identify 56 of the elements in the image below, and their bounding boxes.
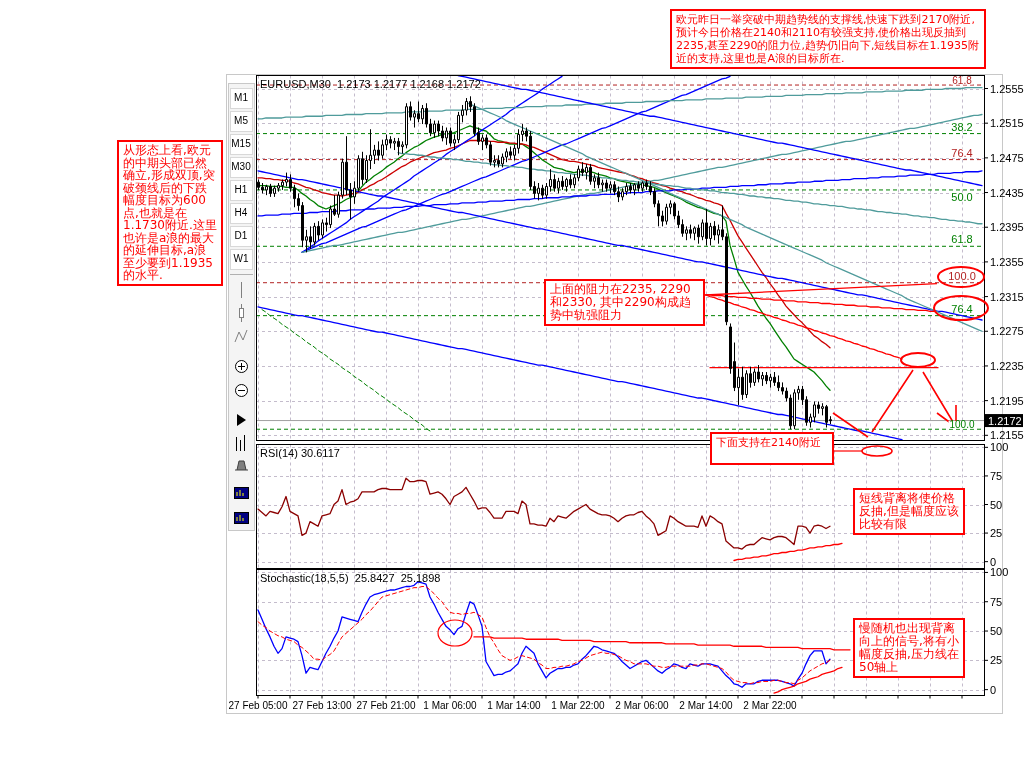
y-tick-label: 1.2515 — [990, 117, 1024, 130]
y-tick-label: 25 — [990, 654, 1003, 667]
x-tick-label: 1 Mar 22:00 — [551, 699, 606, 711]
text: D1 — [233, 230, 249, 242]
annotation: 上面的阻力在2235, 2290和2330, 其中2290构成趋势中轨强阻力 — [544, 279, 705, 326]
y-tick-label: 100 — [990, 566, 1009, 579]
x-tick-label: 2 Mar 14:00 — [679, 699, 734, 711]
y-tick-label: 1.2315 — [990, 290, 1024, 303]
x-tick-label: 27 Feb 21:00 — [356, 699, 416, 711]
chart-title: Stochastic(18,5,5) 25.8427 25.1898 — [260, 571, 441, 584]
annotation: 50.0 — [950, 190, 974, 203]
text: M15 — [230, 138, 252, 150]
y-tick-label: 0 — [990, 555, 997, 568]
y-tick-label: 100 — [990, 441, 1009, 454]
annotation: 61.8 — [951, 75, 973, 87]
y-tick-label: 1.2275 — [990, 325, 1024, 338]
annotation: 慢随机也出现背离向上的信号,将有小幅度反抽,压力线在50轴上 — [853, 618, 965, 678]
x-tick-label: 27 Feb 13:00 — [292, 699, 352, 711]
chart-title: RSI(14) 30.6117 — [260, 446, 340, 459]
text: 从形态上看,欧元的中期头部已然确立,形成双顶,突破颈线后的下跌幅度目标为600点,也就是在1.1730附近.这里也许是a浪的最大的延伸目标,a浪至少要到1.1935的水平. — [123, 143, 217, 282]
text: H1 — [233, 184, 249, 196]
chart-title: EURUSD,M30 1.2173 1.2177 1.2168 1.2172 — [260, 77, 481, 90]
x-tick-label: 2 Mar 22:00 — [743, 699, 798, 711]
text: 欧元昨日一举突破中期趋势线的支撑线,快速下跌到2170附近,预计今日价格在2140和2110有较强支持,使价格出现反抽到2235,甚至2290的阻力位,趋势仍旧向下,短线目标在1.1935附近的支持,这里也是A浪的目标所在. — [670, 9, 986, 69]
y-tick-label: 1.2195 — [990, 394, 1024, 407]
ref-line-label: 1.2172 — [988, 414, 1022, 427]
y-tick-label: 1.2155 — [990, 429, 1024, 442]
annotation: 100.0 — [947, 269, 977, 282]
text: M5 — [233, 115, 249, 127]
annotation: 61.8 — [950, 233, 974, 246]
annotation: 100.0 — [948, 419, 976, 431]
y-tick-label: 1.2355 — [990, 255, 1024, 268]
annotation: 38.2 — [950, 120, 974, 133]
annotation: 76.4 — [950, 146, 974, 159]
y-tick-label: 50 — [990, 625, 1003, 638]
x-tick-label: 1 Mar 14:00 — [487, 699, 542, 711]
y-tick-label: 0 — [990, 683, 997, 696]
annotation: 短线背离将使价格反抽,但是幅度应该比较有限 — [853, 488, 965, 535]
text: M1 — [233, 92, 249, 104]
text: W1 — [232, 253, 250, 265]
y-tick-label: 1.2395 — [990, 221, 1024, 234]
y-tick-label: 1.2235 — [990, 359, 1024, 372]
y-tick-label: 1.2435 — [990, 186, 1024, 199]
x-tick-label: 2 Mar 06:00 — [615, 699, 670, 711]
y-tick-label: 75 — [990, 469, 1003, 482]
y-tick-label: 1.2555 — [990, 82, 1024, 95]
text: M30 — [230, 161, 252, 173]
y-tick-label: 25 — [990, 527, 1003, 540]
annotation: 下面支持在2140附近 — [710, 432, 834, 465]
y-tick-label: 75 — [990, 595, 1003, 608]
x-tick-label: 27 Feb 05:00 — [228, 699, 288, 711]
text: H4 — [233, 207, 249, 219]
y-tick-label: 50 — [990, 498, 1003, 511]
annotation: 76.4 — [951, 302, 973, 315]
y-tick-label: 1.2475 — [990, 151, 1024, 164]
x-tick-label: 1 Mar 06:00 — [423, 699, 478, 711]
